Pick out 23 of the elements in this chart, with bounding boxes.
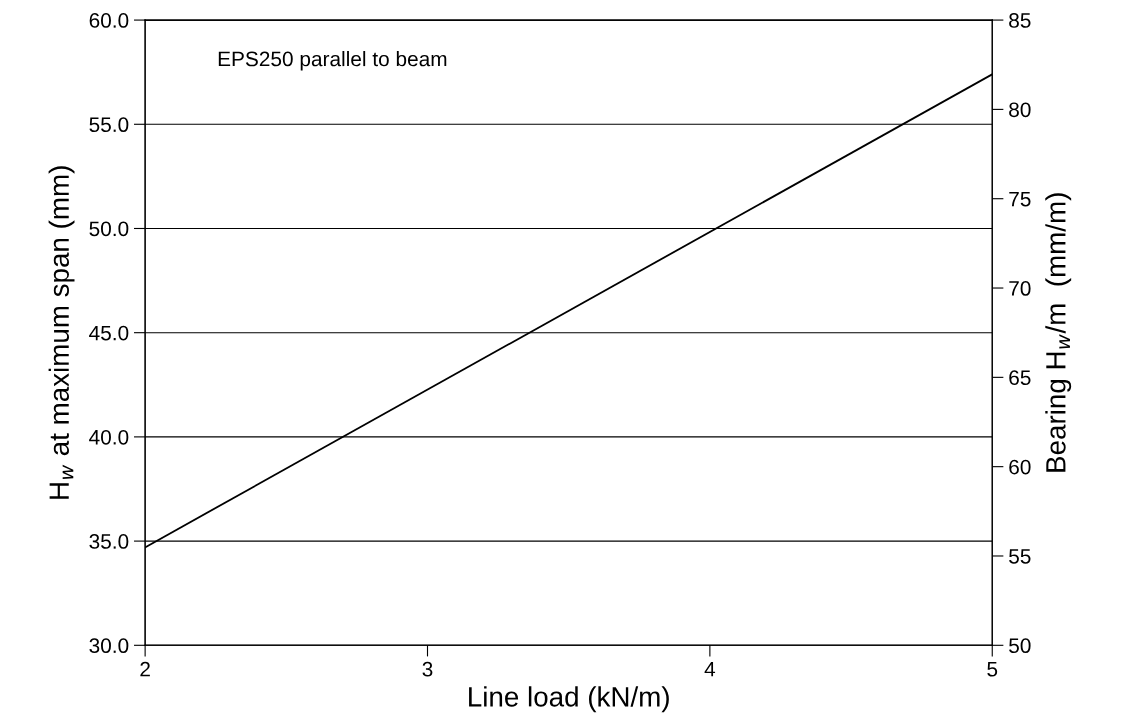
y2-axis-title: Bearing H$_{w}$/m (mm/m) bbox=[1045, 193, 1072, 472]
y2-tick-label: 50 bbox=[1009, 638, 1031, 654]
y2-tick-label: 65 bbox=[1009, 370, 1031, 386]
y2-tick-label: 85 bbox=[1009, 13, 1031, 28]
y-tick-label: 40.0 bbox=[89, 429, 129, 445]
y-tick-label: 60.0 bbox=[89, 13, 129, 28]
y-tick-label: 30.0 bbox=[89, 638, 129, 654]
y-tick-label: 55.0 bbox=[89, 117, 129, 133]
y2-tick-label: 75 bbox=[1009, 191, 1031, 207]
y2-tick-label: 80 bbox=[1009, 102, 1031, 118]
annotation: EPS250 parallel to beam bbox=[218, 51, 447, 71]
y2-tick-label: 70 bbox=[1009, 281, 1031, 296]
y-tick-label: 35.0 bbox=[89, 534, 129, 549]
x-tick-label: 4 bbox=[704, 662, 716, 677]
x-tick-label: 3 bbox=[422, 661, 433, 677]
y2-tick-label: 55 bbox=[1009, 549, 1031, 564]
y2-tick-label: 60 bbox=[1009, 459, 1031, 475]
x-axis-title: Line load (kN/m) bbox=[469, 686, 669, 713]
x-tick-label: 5 bbox=[987, 662, 998, 677]
y-tick-label: 50.0 bbox=[89, 221, 129, 237]
y-axis-title: H$_{w}$ at maximum span (mm) bbox=[48, 166, 75, 499]
y-tick-label: 45.0 bbox=[89, 325, 129, 341]
x-tick-label: 2 bbox=[140, 661, 150, 677]
